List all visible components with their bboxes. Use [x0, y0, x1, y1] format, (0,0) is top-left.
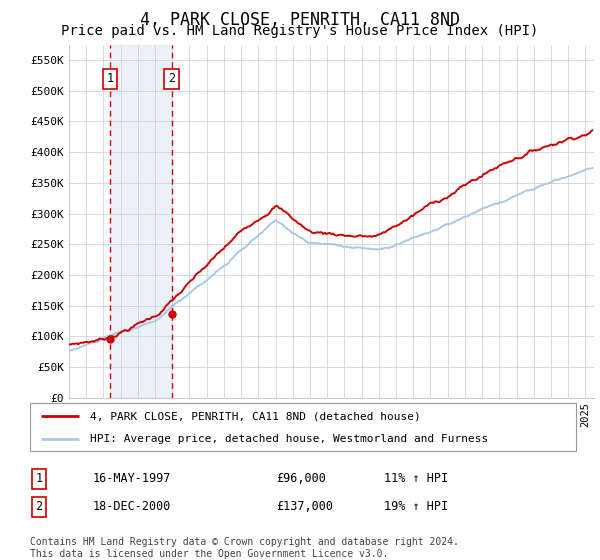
- Text: 4, PARK CLOSE, PENRITH, CA11 8ND: 4, PARK CLOSE, PENRITH, CA11 8ND: [140, 11, 460, 29]
- Text: HPI: Average price, detached house, Westmorland and Furness: HPI: Average price, detached house, West…: [90, 434, 488, 444]
- Text: 19% ↑ HPI: 19% ↑ HPI: [384, 500, 448, 514]
- Text: 16-MAY-1997: 16-MAY-1997: [93, 472, 172, 486]
- Bar: [110, 45, 172, 398]
- Text: 1: 1: [106, 72, 113, 85]
- Text: 11% ↑ HPI: 11% ↑ HPI: [384, 472, 448, 486]
- Text: £137,000: £137,000: [276, 500, 333, 514]
- Text: Contains HM Land Registry data © Crown copyright and database right 2024.
This d: Contains HM Land Registry data © Crown c…: [30, 537, 459, 559]
- Text: Price paid vs. HM Land Registry's House Price Index (HPI): Price paid vs. HM Land Registry's House …: [61, 24, 539, 38]
- Text: 18-DEC-2000: 18-DEC-2000: [93, 500, 172, 514]
- Text: 4, PARK CLOSE, PENRITH, CA11 8ND (detached house): 4, PARK CLOSE, PENRITH, CA11 8ND (detach…: [90, 411, 421, 421]
- Text: £96,000: £96,000: [276, 472, 326, 486]
- Text: 1: 1: [35, 472, 43, 486]
- Text: 2: 2: [35, 500, 43, 514]
- Text: 2: 2: [168, 72, 175, 85]
- FancyBboxPatch shape: [30, 403, 576, 451]
